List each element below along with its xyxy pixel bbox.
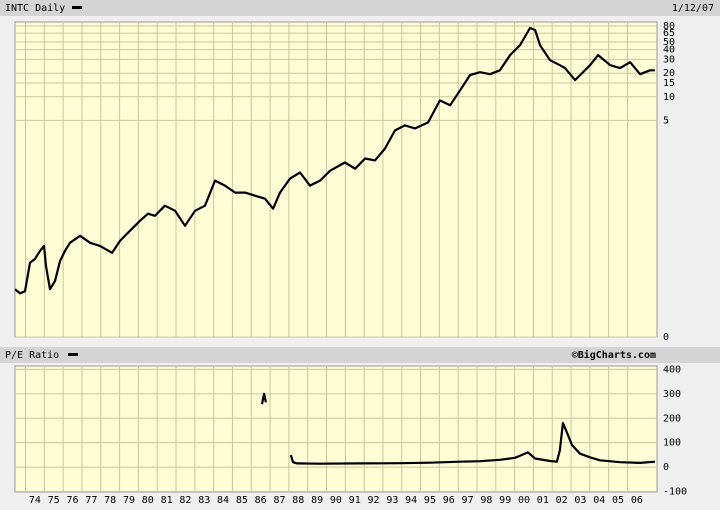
- x-tick-label: 06: [631, 495, 643, 506]
- x-tick-label: 97: [462, 495, 474, 506]
- x-tick-label: 82: [179, 495, 191, 506]
- x-tick-label: 80: [142, 495, 154, 506]
- source: ©BigCharts.com: [572, 349, 656, 361]
- y-tick-label: 100: [663, 438, 681, 449]
- price-line: [260, 392, 655, 465]
- x-tick-label: 85: [236, 495, 248, 506]
- chart-title: P/E Ratio: [5, 350, 59, 361]
- chart-title: INTC Daily: [5, 3, 65, 14]
- header-bar: [0, 347, 720, 363]
- header-bar: [0, 0, 720, 16]
- x-tick-label: 86: [255, 495, 267, 506]
- x-tick-label: 03: [574, 495, 586, 506]
- x-tick-label: 04: [593, 495, 605, 506]
- x-tick-label: 96: [443, 495, 455, 506]
- x-tick-label: 76: [67, 495, 79, 506]
- y-tick-label: 40: [663, 45, 675, 56]
- y-tick-label: 15: [663, 78, 675, 89]
- legend-swatch: [72, 6, 82, 9]
- y-tick-label: 5: [663, 115, 669, 126]
- x-tick-label: 91: [349, 495, 361, 506]
- y-tick-label: 400: [663, 364, 681, 375]
- x-tick-label: 88: [292, 495, 304, 506]
- x-tick-label: 81: [161, 495, 173, 506]
- date: 1/12/07: [672, 3, 714, 14]
- y-tick-label: 300: [663, 389, 681, 400]
- y-tick-label: 30: [663, 54, 675, 65]
- y-tick-label: 0: [663, 462, 669, 473]
- x-tick-label: 90: [330, 495, 342, 506]
- x-tick-label: 75: [48, 495, 60, 506]
- x-tick-label: 77: [85, 495, 97, 506]
- x-tick-label: 84: [217, 495, 229, 506]
- x-tick-label: 00: [518, 495, 530, 506]
- x-tick-label: 01: [537, 495, 549, 506]
- x-tick-label: 78: [104, 495, 116, 506]
- y-tick-label: 20: [663, 68, 675, 79]
- y-tick-label: 200: [663, 413, 681, 424]
- x-tick-label: 83: [198, 495, 210, 506]
- x-tick-label: 02: [556, 495, 568, 506]
- y-tick-label: -100: [663, 487, 687, 498]
- legend-swatch: [68, 353, 78, 356]
- x-tick-label: 87: [273, 495, 285, 506]
- x-tick-label: 79: [123, 495, 135, 506]
- y-tick-label: 50: [663, 37, 675, 48]
- plot-area: [14, 21, 658, 338]
- x-tick-label: 99: [499, 495, 511, 506]
- x-tick-label: 05: [612, 495, 624, 506]
- x-tick-label: 94: [405, 495, 417, 506]
- plot-area: [14, 365, 658, 493]
- x-tick-label: 92: [368, 495, 380, 506]
- y-tick-label: 10: [663, 92, 675, 103]
- y-tick-label: 65: [663, 28, 675, 39]
- x-tick-label: 95: [424, 495, 436, 506]
- x-tick-label: 74: [29, 495, 41, 506]
- y-tick-label: 0: [663, 332, 669, 343]
- x-tick-label: 89: [311, 495, 323, 506]
- x-tick-label: 93: [386, 495, 398, 506]
- y-tick-label: 80: [663, 21, 675, 32]
- x-tick-label: 98: [480, 495, 492, 506]
- price-line: [14, 26, 655, 295]
